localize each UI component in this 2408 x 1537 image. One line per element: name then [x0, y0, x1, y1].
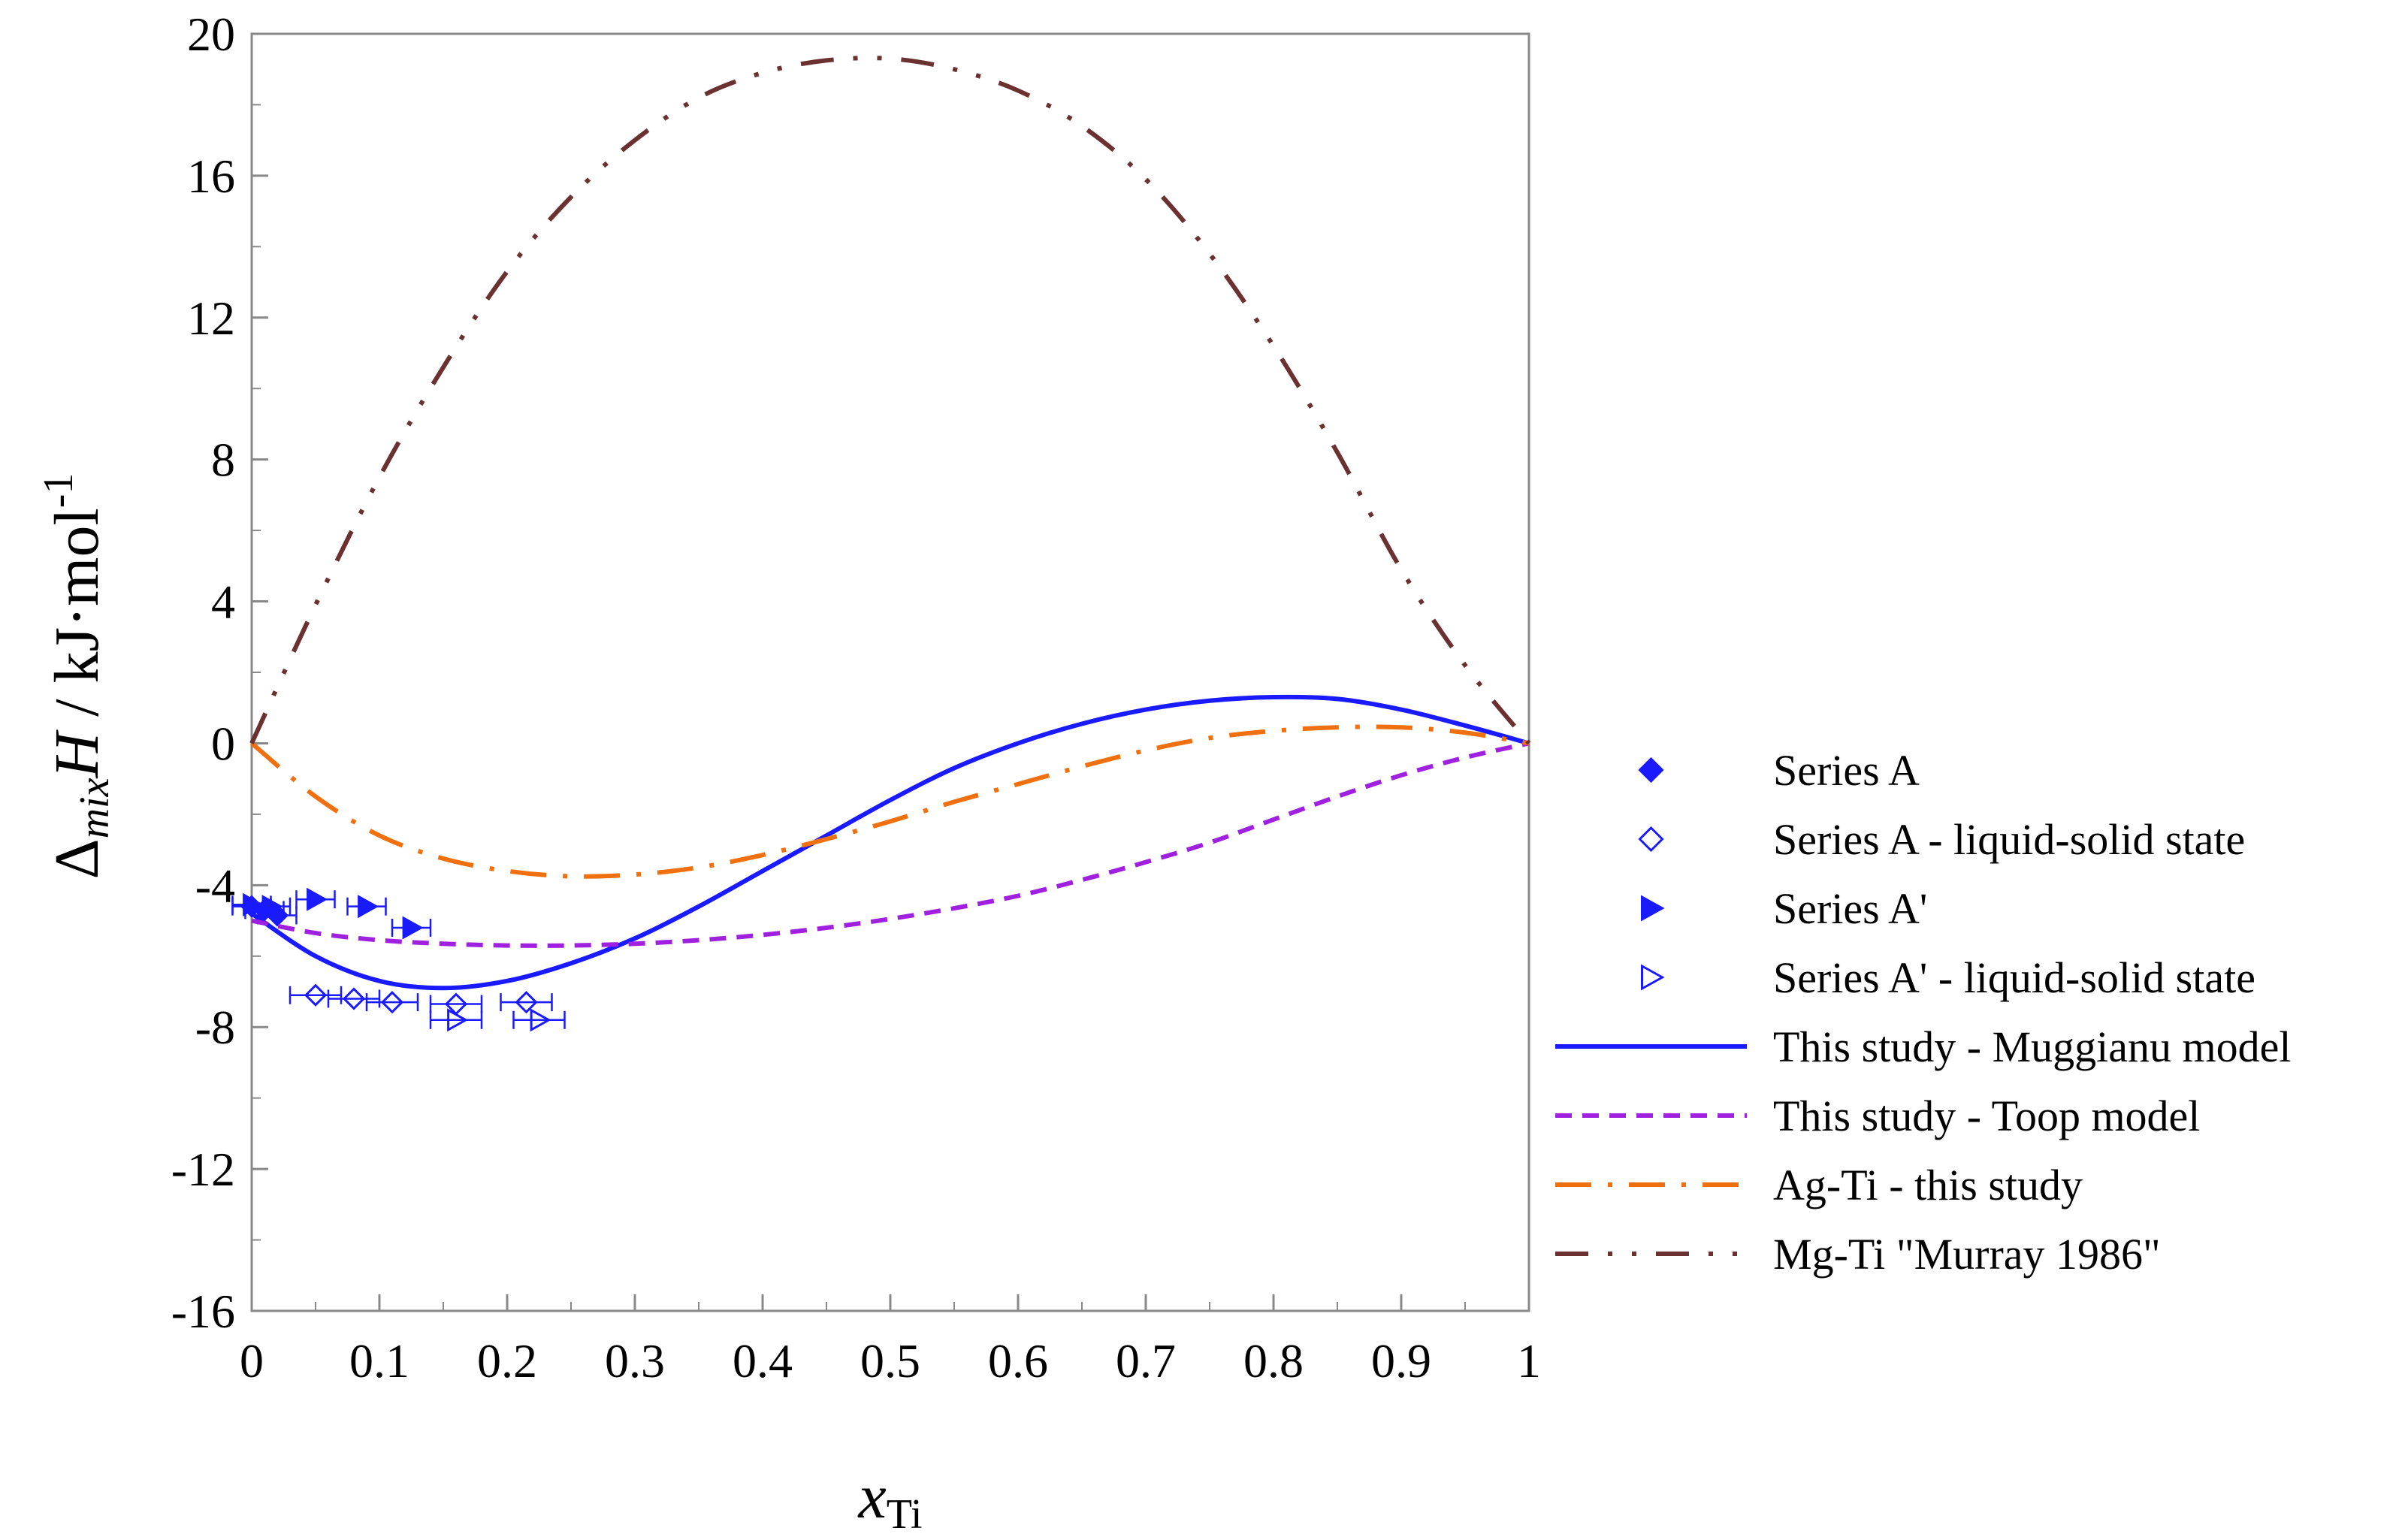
data-point-marker: [307, 887, 328, 911]
data-point-marker: [304, 983, 328, 1007]
y-tick-label: 0: [211, 717, 235, 770]
legend-item: This study - Toop model: [1555, 1092, 2200, 1140]
data-point-marker: [243, 892, 264, 916]
legend-item: Series A' - liquid-solid state: [1641, 953, 2255, 1002]
y-tick-label: 20: [187, 8, 235, 61]
x-tick-label: 0.7: [1116, 1334, 1176, 1388]
legend-item: Ag-Ti - this study: [1555, 1161, 2083, 1209]
legend-label: Series A: [1773, 746, 1920, 795]
data-point-marker: [261, 895, 283, 919]
y-tick-label: 4: [211, 575, 235, 629]
series-6: [250, 724, 1530, 879]
legend-item: This study - Muggianu model: [1555, 1022, 2292, 1071]
y-tick-label: 12: [187, 291, 235, 345]
x-axis-title-main: x: [857, 1462, 886, 1532]
x-axis-title-sub: Ti: [887, 1491, 923, 1537]
data-point-marker: [530, 1008, 551, 1032]
legend-label: Series A' - liquid-solid state: [1773, 953, 2255, 1002]
legend-item: Series A': [1641, 884, 1927, 933]
legend: Series A Series A - liquid-solid state Ser…: [1555, 746, 2292, 1279]
series-2: [231, 887, 432, 940]
x-axis-title: xTi: [857, 1462, 922, 1537]
data-point-marker: [380, 991, 404, 1014]
y-tick-label: -8: [195, 1001, 235, 1054]
y-tick-label: -12: [171, 1143, 235, 1196]
legend-label: Mg-Ti "Murray 1986": [1773, 1230, 2161, 1279]
series-4: [250, 694, 1530, 991]
x-tick-label: 0.5: [860, 1334, 920, 1388]
series-1: [289, 983, 553, 1016]
x-tick-label: 0: [240, 1334, 264, 1388]
series-3: [429, 1008, 566, 1032]
y-axis-title: ΔmixH / kJ·mol-1: [35, 473, 118, 880]
y-axis-title-prefix: Δ: [42, 838, 112, 879]
data-point-marker: [1641, 895, 1665, 922]
x-tick-label: 0.4: [733, 1334, 793, 1388]
x-tick-label: 0.6: [988, 1334, 1048, 1388]
legend-label: This study - Toop model: [1773, 1092, 2200, 1140]
x-tick-label: 0.2: [477, 1334, 537, 1388]
data-point-marker: [402, 916, 424, 940]
legend-label: Ag-Ti - this study: [1773, 1161, 2083, 1209]
data-point-marker: [1638, 826, 1664, 853]
series-layer: [231, 56, 1531, 1032]
x-tick-label: 0.3: [605, 1334, 665, 1388]
y-axis-ticks: 20 16 12 8 4 0 -4 -8 -12 -16: [171, 8, 268, 1338]
series-line: [250, 694, 1530, 991]
legend-label: Series A - liquid-solid state: [1773, 815, 2245, 864]
y-tick-label: -16: [171, 1285, 235, 1338]
legend-label: Series A': [1773, 884, 1927, 933]
data-point-marker: [1641, 964, 1665, 991]
legend-item: Series A: [1638, 746, 1920, 795]
legend-item: Mg-Ti "Murray 1986": [1555, 1230, 2161, 1279]
data-point-marker: [515, 991, 538, 1014]
legend-item: Series A - liquid-solid state: [1638, 815, 2245, 864]
data-point-marker: [447, 1008, 469, 1032]
y-axis-title-unit: / kJ·mol: [42, 508, 112, 732]
data-point-marker: [358, 895, 379, 919]
x-tick-label: 1: [1517, 1334, 1541, 1388]
y-axis-title-sup: -1: [35, 473, 82, 509]
y-tick-label: 16: [187, 149, 235, 203]
data-point-marker: [1638, 756, 1664, 784]
legend-label: This study - Muggianu model: [1773, 1022, 2292, 1071]
x-axis-ticks: 0 0.1 0.2 0.3 0.4 0.5 0.6 0.7 0.8 0.9 1: [240, 1294, 1541, 1388]
plot-frame: [250, 32, 1530, 1312]
x-tick-label: 0.8: [1243, 1334, 1304, 1388]
y-tick-label: -4: [195, 859, 235, 912]
x-tick-label: 0.9: [1371, 1334, 1431, 1388]
y-axis-title-italic: H: [42, 729, 112, 779]
series-line: [250, 724, 1530, 879]
series-7: [249, 56, 1531, 745]
y-axis-title-sub: mix: [71, 778, 118, 838]
series-line: [249, 56, 1531, 745]
y-tick-label: 8: [211, 433, 235, 487]
x-tick-label: 0.1: [349, 1334, 409, 1388]
data-point-marker: [342, 987, 366, 1010]
series-5: [251, 741, 1530, 948]
series-line: [251, 741, 1530, 948]
